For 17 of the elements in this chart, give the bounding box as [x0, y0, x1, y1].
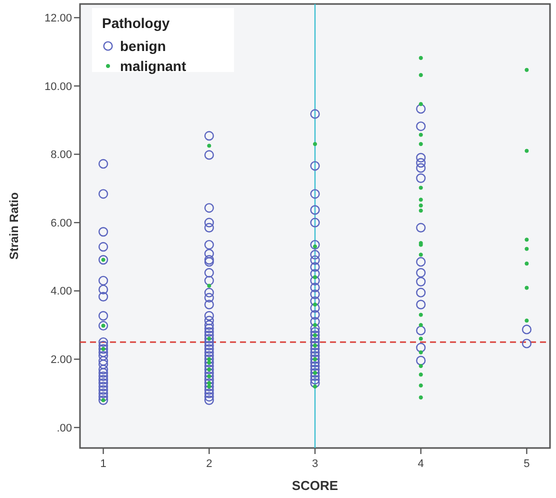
legend-title: Pathology	[102, 15, 170, 31]
x-tick-label: 5	[524, 458, 530, 470]
legend-label: benign	[120, 38, 166, 54]
x-tick-label: 1	[100, 458, 106, 470]
legend-label: malignant	[120, 58, 186, 74]
y-tick-label: 10.00	[44, 80, 72, 93]
y-tick-label: 8.00	[50, 149, 72, 162]
y-tick-label: 2.00	[50, 354, 72, 366]
x-tick-label: 3	[312, 458, 318, 470]
y-axis-title: Strain Ratio	[7, 192, 21, 260]
x-tick-label: 2	[206, 458, 212, 470]
x-axis-title: SCORE	[292, 478, 338, 493]
y-tick-label: 4.00	[50, 286, 72, 298]
x-tick-label: 4	[418, 458, 424, 470]
y-tick-label: .00	[56, 422, 72, 434]
y-tick-label: 12.00	[44, 12, 72, 25]
y-tick-label: 6.00	[50, 217, 72, 230]
